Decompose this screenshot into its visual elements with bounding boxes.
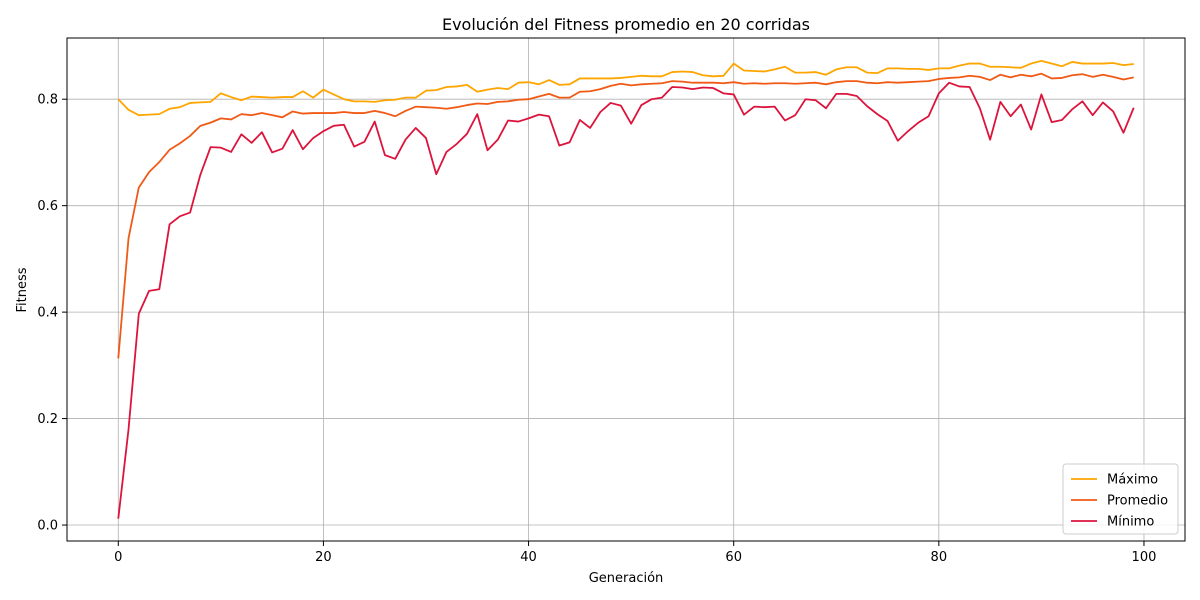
plot-frame: [66, 37, 1186, 542]
y-tick-label: 0.2: [37, 412, 58, 427]
x-tick-label: 60: [725, 550, 742, 565]
series-line-min: [117, 81, 1135, 519]
y-tick-label: 0.4: [37, 306, 58, 321]
chart-title: Evolución del Fitness promedio en 20 cor…: [442, 15, 810, 34]
y-tick-label: 0.8: [37, 93, 58, 108]
x-tick-label: 100: [1132, 550, 1157, 565]
series-lines: [117, 59, 1135, 519]
axis-ticks: 0 20 40 60 80 100 0.0 0.2 0.4 0.6 0.8: [37, 93, 1156, 565]
legend-label-min: Mínimo: [1107, 515, 1154, 530]
grid: [67, 38, 1185, 541]
series-line-max: [117, 59, 1134, 117]
series-line-avg: [117, 72, 1134, 359]
y-axis-label: Fitness: [15, 267, 30, 312]
legend-label-avg: Promedio: [1107, 494, 1168, 509]
x-tick-label: 40: [520, 550, 537, 565]
y-tick-label: 0.0: [37, 519, 58, 534]
x-tick-label: 80: [931, 550, 948, 565]
x-tick-label: 0: [114, 550, 122, 565]
y-tick-label: 0.6: [37, 199, 58, 214]
legend-box: [1062, 463, 1179, 535]
legend: Máximo Promedio Mínimo: [1062, 463, 1179, 535]
x-tick-label: 20: [315, 550, 332, 565]
x-axis-label: Generación: [589, 571, 664, 586]
legend-label-max: Máximo: [1107, 473, 1158, 488]
